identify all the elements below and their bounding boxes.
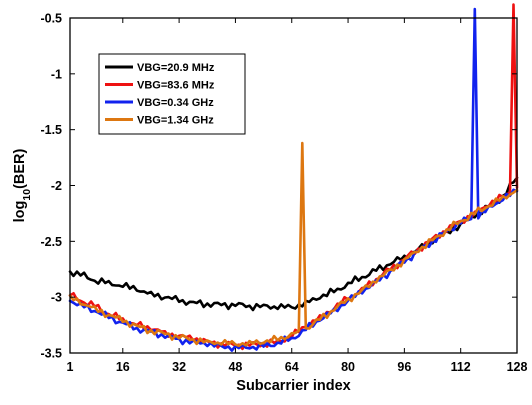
x-axis-title: Subcarrier index <box>236 378 350 394</box>
x-tick-label: 96 <box>397 360 411 374</box>
y-tick-label: -1.5 <box>40 123 62 137</box>
y-tick-label: -1 <box>51 67 62 81</box>
x-tick-label: 128 <box>507 360 528 374</box>
x-tick-label: 80 <box>341 360 355 374</box>
series-line <box>68 141 519 348</box>
x-tick-label: 16 <box>116 360 130 374</box>
tick-layer: 1 16 32 48 64 80 96 112 128 -0.5 -1 -1.5 -2 -2.5 -3 -3.… <box>40 12 527 375</box>
legend-label: VBG=20.9 MHz <box>137 62 215 74</box>
series-line <box>68 176 519 312</box>
legend-label: VBG=1.34 GHz <box>137 115 214 127</box>
y-tick-label: -2.5 <box>40 235 62 249</box>
legend: VBG=20.9 MHz VBG=83.6 MHz VBG=0.34 GHz VBG=… <box>98 53 246 135</box>
x-tick-label: 1 <box>67 360 74 374</box>
y-tick-label: -2 <box>51 179 62 193</box>
x-tick-label: 48 <box>228 360 242 374</box>
legend-label: VBG=83.6 MHz <box>137 80 215 92</box>
y-axis-title: log10(BER) <box>12 148 33 222</box>
y-axis-title-subscript: 10 <box>21 189 33 201</box>
y-tick-label: -3.5 <box>40 347 62 361</box>
series-layer <box>68 3 519 352</box>
y-axis-title-rest: (BER) <box>12 148 28 188</box>
y-tick-label: -0.5 <box>40 12 62 26</box>
y-axis-title-base: log <box>12 201 28 223</box>
x-tick-label: 32 <box>172 360 186 374</box>
x-tick-label: 64 <box>285 360 299 374</box>
legend-label: VBG=0.34 GHz <box>137 97 214 109</box>
y-tick-label: -3 <box>51 291 62 305</box>
x-tick-label: 112 <box>451 360 471 374</box>
